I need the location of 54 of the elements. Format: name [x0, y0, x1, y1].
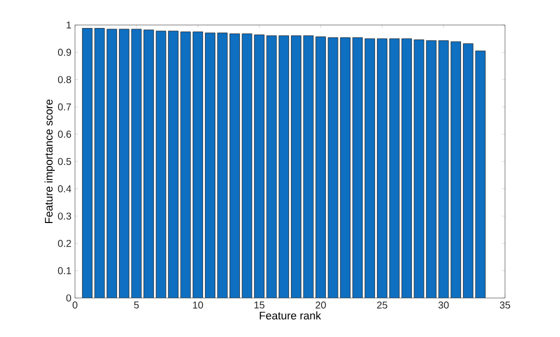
bar — [180, 32, 191, 298]
x-tick-label: 0 — [72, 302, 78, 309]
bar — [376, 38, 388, 298]
bar — [144, 30, 154, 298]
bar — [82, 28, 92, 298]
bar — [192, 32, 204, 298]
y-tick-label: 0.1 — [58, 267, 71, 274]
bar — [340, 37, 350, 298]
bar — [475, 50, 486, 298]
bar — [278, 35, 290, 298]
x-tick-label: 20 — [316, 302, 326, 309]
bar — [168, 30, 178, 298]
bar — [94, 28, 105, 298]
bar — [328, 37, 338, 298]
x-tick-label: 35 — [500, 302, 510, 309]
bar — [316, 36, 326, 298]
y-tick-label: 0.8 — [58, 76, 72, 84]
bar — [402, 38, 412, 298]
x-tick-label: 15 — [254, 302, 264, 308]
y-tick-label: 0.3 — [58, 212, 72, 220]
x-tick-label: 25 — [377, 302, 388, 309]
bar — [462, 43, 474, 298]
bar — [156, 30, 166, 298]
bar — [389, 38, 400, 298]
y-tick-label: 0.5 — [58, 158, 72, 166]
bar — [254, 34, 264, 298]
bar — [426, 40, 436, 298]
x-tick-label: 30 — [438, 302, 449, 309]
x-tick-label: 10 — [193, 302, 204, 309]
y-tick-label: 0 — [66, 294, 72, 302]
y-tick-label: 0.4 — [58, 185, 72, 192]
bar — [414, 39, 424, 298]
bar — [230, 33, 240, 298]
y-tick-label: 0.7 — [58, 103, 71, 110]
bar — [266, 36, 276, 298]
y-tick-label: 1 — [66, 22, 71, 28]
x-axis-title: Feature rank — [260, 311, 322, 320]
bar — [364, 38, 376, 298]
bar — [242, 33, 252, 298]
bar — [450, 41, 462, 298]
y-tick-label: 0.2 — [58, 240, 71, 247]
bar — [352, 37, 363, 298]
bar — [290, 35, 302, 298]
y-axis-title: Feature importance score — [44, 100, 55, 224]
bar — [438, 40, 449, 298]
bar — [106, 28, 118, 298]
bar — [303, 35, 314, 298]
bar — [204, 32, 216, 298]
x-tick-label: 5 — [134, 302, 139, 308]
y-tick-label: 0.6 — [58, 130, 72, 138]
bar — [118, 28, 130, 298]
bar — [217, 32, 228, 298]
y-tick-label: 0.9 — [58, 48, 72, 56]
bar — [131, 28, 142, 298]
